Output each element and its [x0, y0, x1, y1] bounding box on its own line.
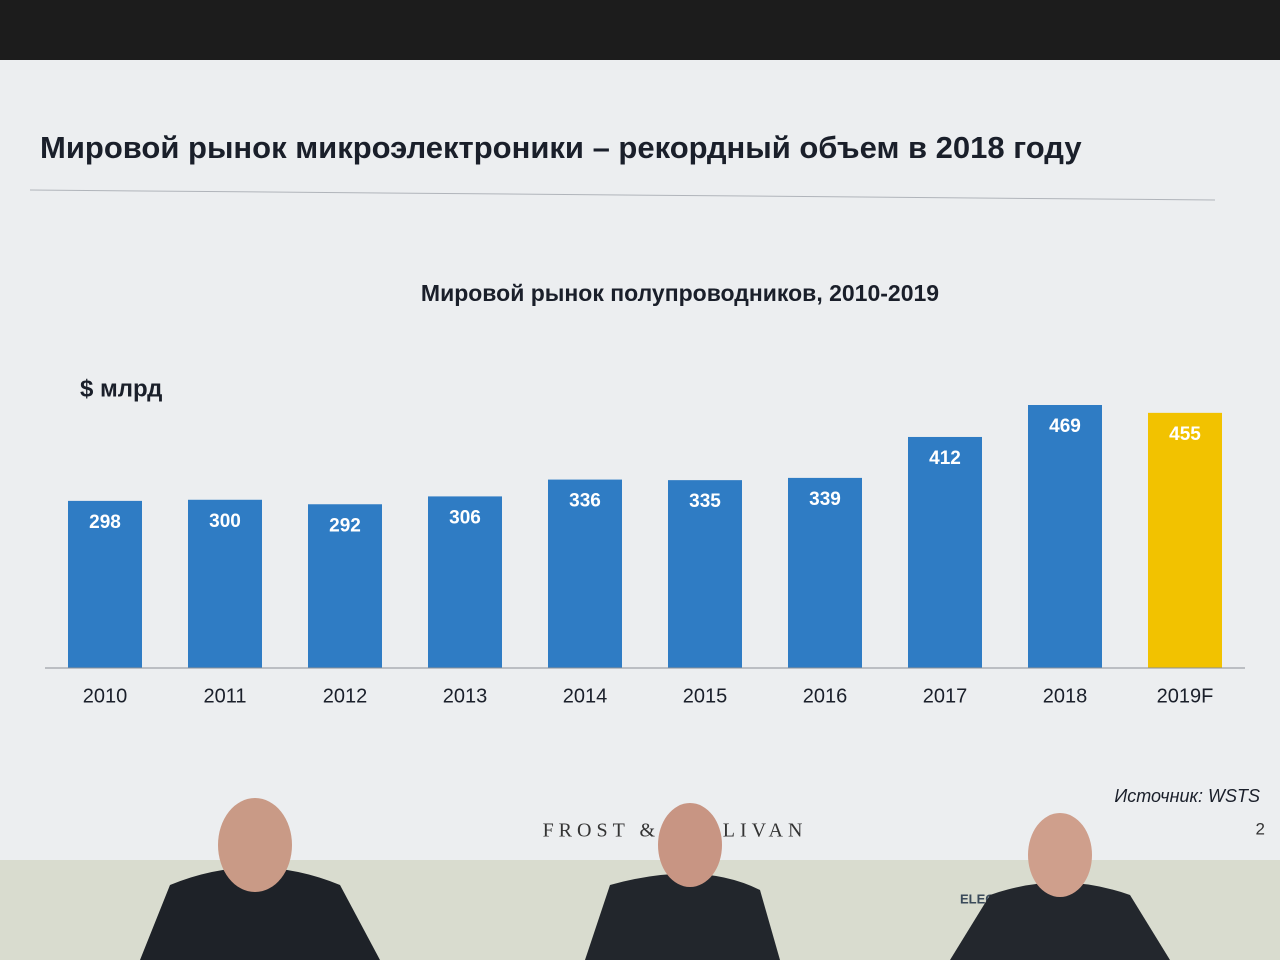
person-head	[658, 803, 722, 887]
x-tick-label: 2012	[323, 685, 368, 707]
bar	[308, 504, 382, 668]
value-label: 292	[329, 515, 361, 536]
value-label: 300	[209, 511, 241, 532]
title-rule	[29, 189, 1216, 201]
chart-title: Мировой рынок полупроводников, 2010-2019	[421, 280, 939, 306]
audience	[140, 798, 1170, 960]
x-tick-label: 2016	[803, 685, 848, 707]
person-head	[1028, 813, 1092, 897]
bar	[788, 477, 862, 668]
x-tick-label: 2019F	[1157, 685, 1214, 707]
value-label: 306	[449, 507, 481, 528]
slide-title: Мировой рынок микроэлектроники – рекордн…	[40, 130, 1082, 165]
source: Источник: WSTS	[1114, 786, 1260, 806]
x-tick-label: 2017	[923, 685, 968, 707]
value-label: 455	[1169, 424, 1201, 445]
value-label: 298	[89, 512, 121, 533]
x-tick-label: 2014	[563, 685, 608, 707]
x-tick-label: 2010	[83, 685, 128, 707]
person-body	[950, 882, 1170, 960]
person-body	[140, 867, 380, 960]
bar	[908, 436, 982, 668]
value-label: 412	[929, 448, 961, 469]
bar	[68, 500, 142, 668]
unit-label: $ млрд	[80, 375, 162, 402]
value-label: 339	[809, 489, 841, 510]
person-head	[218, 798, 292, 892]
x-tick-label: 2013	[443, 685, 488, 707]
person-body	[585, 873, 780, 960]
x-tick-label: 2011	[203, 685, 246, 707]
value-label: 335	[689, 491, 721, 512]
value-label: 336	[569, 491, 601, 512]
page-number: 2	[1256, 819, 1265, 838]
bar	[548, 479, 622, 668]
bar	[188, 499, 262, 668]
value-label: 469	[1049, 416, 1081, 437]
bar	[428, 496, 502, 668]
x-tick-label: 2015	[683, 685, 728, 707]
x-tick-label: 2018	[1043, 685, 1088, 707]
bar	[1148, 412, 1222, 668]
bar	[668, 480, 742, 668]
bar	[1028, 405, 1102, 668]
plot: 2010 298 2011 300 2012 292 2013 306 2014 336 2015 3…	[68, 405, 1222, 707]
